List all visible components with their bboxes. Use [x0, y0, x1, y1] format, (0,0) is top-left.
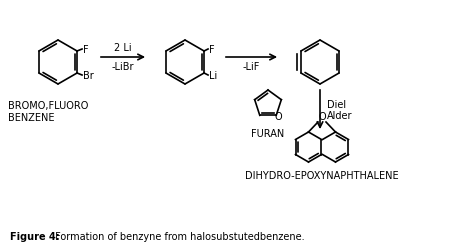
Text: Formation of benzyne from halosubstutedbenzene.: Formation of benzyne from halosubstutedb…	[52, 231, 305, 241]
Text: -LiBr: -LiBr	[112, 62, 134, 72]
Text: 2 Li: 2 Li	[114, 43, 132, 53]
Text: Diel
Alder: Diel Alder	[327, 99, 353, 121]
Text: O: O	[318, 112, 326, 121]
Text: F: F	[83, 45, 89, 55]
Text: F: F	[209, 45, 215, 55]
Text: Li: Li	[209, 71, 217, 81]
Text: FURAN: FURAN	[251, 129, 284, 138]
Text: BROMO,FLUORO
BENZENE: BROMO,FLUORO BENZENE	[8, 101, 88, 122]
Text: O: O	[275, 111, 283, 121]
Text: DIHYDRO-EPOXYNAPHTHALENE: DIHYDRO-EPOXYNAPHTHALENE	[245, 170, 399, 180]
Text: Br: Br	[83, 71, 94, 81]
Text: Figure 4:: Figure 4:	[10, 231, 60, 241]
Text: -LiF: -LiF	[243, 62, 260, 72]
